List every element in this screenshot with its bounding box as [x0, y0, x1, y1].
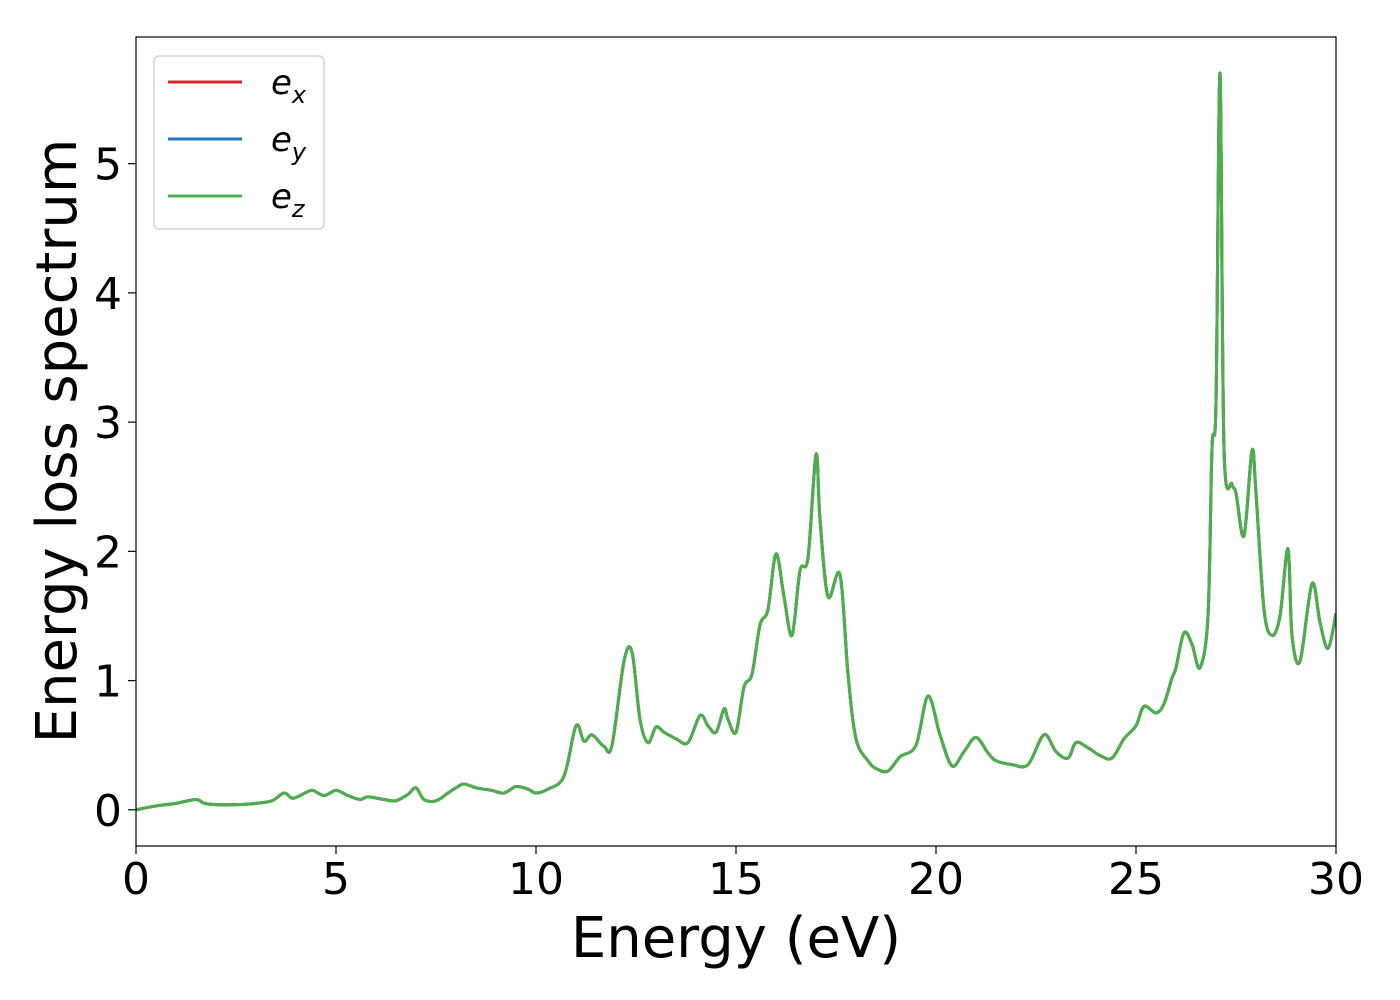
y-tick-label: 1 — [94, 657, 122, 708]
legend-label-subscript: z — [291, 195, 306, 223]
x-tick-label: 10 — [508, 854, 564, 905]
legend-box — [153, 55, 325, 230]
legend-label-base: e — [271, 63, 292, 103]
y-axis: 0 1 2 3 4 5 — [94, 140, 136, 837]
y-tick-label: 2 — [94, 527, 122, 578]
series-line-e-z — [136, 71, 1336, 812]
x-tick-label: 5 — [322, 854, 350, 905]
x-axis-label: Energy (eV) — [571, 906, 901, 971]
x-tick-label: 30 — [1308, 854, 1364, 905]
y-tick-label: 3 — [94, 398, 122, 449]
legend-label-subscript: y — [291, 138, 307, 166]
series-layer — [136, 71, 1336, 812]
y-tick-label: 0 — [94, 786, 122, 837]
legend-label: ex — [271, 63, 307, 109]
x-tick-label: 0 — [122, 854, 150, 905]
y-tick-label: 4 — [94, 269, 122, 320]
x-tick-label: 25 — [1108, 854, 1164, 905]
legend-label-base: e — [271, 120, 292, 160]
x-tick-label: 15 — [708, 854, 764, 905]
y-tick-label: 5 — [94, 140, 122, 191]
plot-area — [136, 37, 1336, 846]
legend-label-base: e — [271, 177, 292, 217]
legend-label: ey — [271, 120, 307, 166]
legend-label: ez — [271, 177, 306, 223]
x-axis: 0 5 10 15 20 25 30 — [122, 846, 1364, 905]
legend-label-subscript: x — [291, 81, 307, 109]
x-tick-label: 20 — [908, 854, 964, 905]
y-axis-label: Energy loss spectrum — [25, 139, 90, 744]
